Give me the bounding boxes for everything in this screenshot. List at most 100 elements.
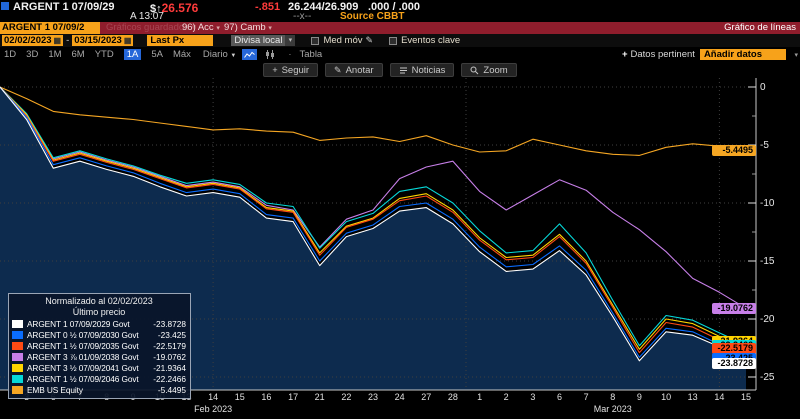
calendar-icon[interactable]: ▦ bbox=[123, 36, 132, 45]
moving-average-toggle[interactable]: Med móv ✎ bbox=[311, 35, 373, 46]
noticias-button[interactable]: Noticias bbox=[389, 63, 455, 77]
period-tab-máx[interactable]: Máx bbox=[172, 49, 191, 60]
chevron-down-icon[interactable]: ▾ bbox=[285, 35, 296, 46]
checkbox-icon[interactable] bbox=[389, 36, 398, 45]
date-to-input[interactable]: 03/15/2023 ▦ bbox=[72, 35, 134, 46]
relevant-data-label[interactable]: Datos pertinent bbox=[630, 49, 695, 60]
chevron-down-icon: ▼ bbox=[230, 53, 237, 59]
x-tick-label: 15 bbox=[740, 392, 752, 402]
magnifier-icon bbox=[470, 66, 479, 74]
pencil-icon[interactable]: ✎ bbox=[365, 35, 374, 45]
x-tick-label: 17 bbox=[288, 392, 299, 402]
x-tick-label: 6 bbox=[556, 392, 563, 402]
legend-label: ARGENT 3 ⅞ 01/09/2038 Govt bbox=[27, 351, 139, 362]
x-tick-label: 2 bbox=[503, 392, 509, 402]
quote-source: Source CBBT bbox=[340, 11, 405, 22]
checkbox-icon[interactable] bbox=[311, 36, 320, 45]
x-tick-label: 21 bbox=[314, 392, 325, 402]
period-tab-3d[interactable]: 3D bbox=[26, 49, 39, 60]
candlestick-chart-type-icon[interactable] bbox=[263, 49, 278, 60]
last-price-badge: -5.4495 bbox=[712, 145, 756, 156]
y-tick-label: -25 bbox=[760, 372, 775, 383]
x-tick-label: 15 bbox=[234, 392, 245, 402]
legend-value: -22.5179 bbox=[153, 340, 186, 351]
period-toolbar: 1D 3D 1M 6M YTD 1A 5A Máx Diario ▼ · Tabla + Da… bbox=[0, 48, 800, 61]
period-tab-5a[interactable]: 5A bbox=[151, 49, 163, 60]
quote-ticker: ARGENT 1 07/09/29 bbox=[13, 1, 115, 13]
legend-item: ARGENT 3 ½ 07/09/2041 Govt -21.9364 bbox=[12, 362, 186, 373]
y-tick-label: 0 bbox=[760, 82, 766, 93]
legend-value: -23.8728 bbox=[153, 318, 186, 329]
legend-item: ARGENT 0 ½ 07/09/2030 Govt -23.425 bbox=[12, 329, 186, 340]
news-icon bbox=[399, 67, 407, 73]
x-tick-label: 14 bbox=[208, 392, 219, 402]
date-from-input[interactable]: 02/02/2023 ▦ bbox=[2, 35, 64, 46]
legend-box: Normalizado al 02/02/2023 Último precio … bbox=[8, 293, 191, 399]
legend-item: ARGENT 1 ½ 07/09/2046 Govt -22.2466 bbox=[12, 373, 186, 384]
x-tick-label: 9 bbox=[636, 392, 642, 402]
series-line bbox=[0, 86, 747, 347]
legend-swatch bbox=[12, 352, 23, 361]
quote-change: -.851 bbox=[255, 1, 281, 13]
series-line bbox=[0, 86, 747, 350]
x-tick-label: 27 bbox=[421, 392, 432, 402]
legend-label: ARGENT 1 07/09/2029 Govt bbox=[27, 318, 130, 329]
quote-session-time: A 13:07 bbox=[130, 11, 164, 22]
calendar-icon[interactable]: ▦ bbox=[53, 36, 62, 45]
legend-item: ARGENT 1 07/09/2029 Govt -23.8728 bbox=[12, 318, 186, 329]
security-chip[interactable]: ARGENT 1 07/09/2 bbox=[0, 22, 100, 34]
legend-swatch bbox=[12, 341, 23, 350]
quote-panel: ARGENT 1 07/09/29 $↑26.576 -.851 26.244/… bbox=[0, 0, 800, 22]
security-marker-icon bbox=[1, 2, 9, 10]
x-tick-label: 1 bbox=[477, 392, 483, 402]
legend-value: -21.9364 bbox=[153, 362, 186, 373]
x-tick-label: 28 bbox=[447, 392, 458, 402]
series-line bbox=[0, 86, 747, 354]
quote-market-indicator: --x-- bbox=[293, 11, 312, 22]
function-title-bar: ARGENT 1 07/09/2 Gráficos guardados ▾ 96… bbox=[0, 22, 800, 34]
y-tick-label: -5 bbox=[760, 140, 769, 151]
zoom-button[interactable]: Zoom bbox=[461, 63, 517, 77]
edit-menu[interactable]: 97) Camb ▾ bbox=[224, 22, 272, 33]
legend-label: ARGENT 1 ½ 07/09/2046 Govt bbox=[27, 373, 139, 384]
period-tab-1d[interactable]: 1D bbox=[4, 49, 17, 60]
month-label: Feb 2023 bbox=[194, 404, 233, 414]
table-view-button[interactable]: Tabla bbox=[299, 49, 323, 60]
currency-dropdown[interactable]: Divisa local ▾ bbox=[231, 35, 296, 46]
saved-charts-dropdown[interactable]: Gráficos guardados ▾ bbox=[106, 22, 197, 33]
x-tick-label: 22 bbox=[341, 392, 352, 402]
legend-label: ARGENT 1 ½ 07/09/2035 Govt bbox=[27, 340, 139, 351]
add-data-button[interactable]: Añadir datos bbox=[699, 49, 786, 60]
y-tick-label: -20 bbox=[760, 314, 775, 325]
toolbar-right-group: + Datos pertinent Añadir datos bbox=[622, 49, 786, 60]
toolbar-separator: · bbox=[288, 49, 292, 60]
key-events-toggle[interactable]: Eventos clave bbox=[389, 35, 460, 46]
period-tab-ytd[interactable]: YTD bbox=[94, 49, 114, 60]
legend-label: ARGENT 3 ½ 07/09/2041 Govt bbox=[27, 362, 139, 373]
x-tick-label: 7 bbox=[583, 392, 589, 402]
chart-settings-toolbar: 02/02/2023 ▦ - 03/15/2023 ▦ Last Px Divisa… bbox=[0, 34, 800, 47]
month-label: Mar 2023 bbox=[593, 404, 632, 414]
actions-menu[interactable]: 96) Acc ▾ bbox=[182, 22, 220, 33]
line-chart-type-icon[interactable] bbox=[242, 49, 258, 60]
legend-swatch bbox=[12, 330, 23, 339]
legend-subtitle: Último precio bbox=[72, 307, 126, 317]
price-field-input[interactable]: Last Px bbox=[147, 35, 214, 46]
period-tab-1a[interactable]: 1A bbox=[123, 49, 142, 60]
legend-swatch bbox=[12, 363, 23, 372]
seguir-button[interactable]: + Seguir bbox=[263, 63, 319, 77]
frequency-dropdown[interactable]: Diario ▼ bbox=[202, 49, 237, 60]
period-tab-1m[interactable]: 1M bbox=[48, 49, 62, 60]
chevron-down-icon: ▾ bbox=[268, 25, 272, 32]
quote-row2: A 13:07 --x-- Source CBBT bbox=[0, 11, 800, 22]
y-tick-label: -10 bbox=[760, 198, 775, 209]
collapse-panel-icon[interactable]: ▾ bbox=[794, 52, 798, 59]
y-tick-label: -15 bbox=[760, 256, 775, 267]
quote-secondary-pair: .000 / .000 bbox=[368, 1, 420, 13]
x-tick-label: 13 bbox=[687, 392, 698, 402]
anotar-button[interactable]: ✎ Anotar bbox=[325, 63, 383, 77]
period-tab-6m[interactable]: 6M bbox=[71, 49, 85, 60]
x-tick-label: 10 bbox=[661, 392, 672, 402]
chart-action-buttons: + Seguir ✎ Anotar Noticias Zoom bbox=[0, 63, 780, 77]
